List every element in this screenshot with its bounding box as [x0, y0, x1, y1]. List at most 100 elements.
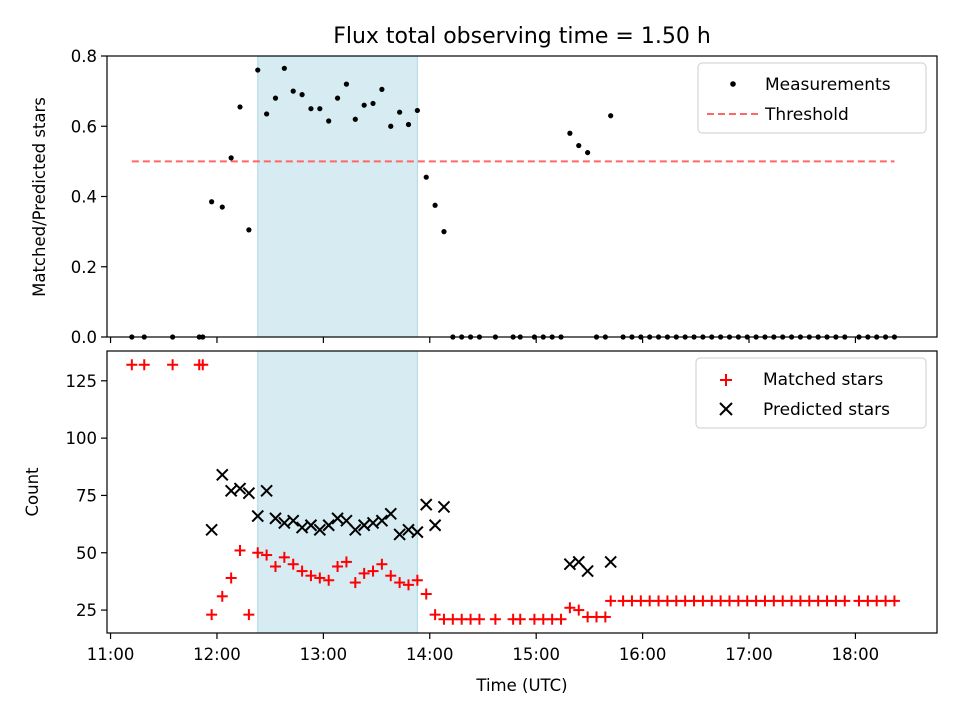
- measurement-point: [228, 155, 234, 161]
- measurement-point: [370, 100, 376, 107]
- measurement-point: [343, 81, 350, 87]
- matched-star-point: [385, 570, 397, 582]
- matched-star-point: [429, 609, 441, 621]
- measurement-point: [264, 111, 270, 117]
- predicted-star-point: [304, 519, 318, 532]
- matched-star-point: [278, 551, 290, 563]
- measurement-point: [317, 106, 323, 112]
- matched-star-point: [323, 574, 335, 586]
- matched-star-point: [839, 595, 851, 607]
- measurement-point: [246, 227, 252, 233]
- predicted-star-point: [402, 523, 415, 537]
- x-tick-label: 12:00: [193, 645, 241, 664]
- x-tick-label: 15:00: [512, 645, 560, 664]
- measurement-point: [334, 95, 341, 101]
- x-tick-label: 18:00: [832, 645, 880, 664]
- predicted-star-point: [278, 516, 291, 530]
- matched-star-point: [564, 602, 576, 614]
- predicted-star-point: [205, 523, 218, 537]
- measurement-point: [414, 107, 420, 114]
- matched-star-point: [332, 561, 344, 573]
- predicted-star-point: [420, 498, 433, 511]
- predicted-star-point: [287, 514, 300, 527]
- top-y-tick-label: 0.8: [71, 47, 97, 66]
- measurement-point: [281, 65, 287, 71]
- matched-star-point: [138, 359, 150, 371]
- matched-star-point: [314, 572, 326, 584]
- measurement-point: [388, 123, 394, 129]
- predicted-star-point: [366, 516, 380, 530]
- measurement-point: [219, 204, 225, 210]
- measurement-point: [237, 104, 243, 110]
- predicted-star-point: [604, 555, 617, 569]
- measurement-point: [326, 118, 332, 124]
- predicted-star-point: [242, 486, 256, 500]
- bottom-y-axis-label: Count: [23, 467, 42, 517]
- matched-star-point: [411, 574, 423, 586]
- measurement-point: [272, 95, 279, 101]
- bottom-legend-box: [695, 357, 927, 429]
- measurement-point: [585, 149, 591, 156]
- matched-star-point: [573, 604, 585, 616]
- legend-measurements-label: Measurements: [765, 75, 891, 95]
- bottom-observing-span: [257, 350, 418, 634]
- x-tick-label: 17:00: [725, 645, 773, 664]
- matched-star-point: [340, 556, 352, 568]
- predicted-star-point: [349, 523, 362, 537]
- measurement-point: [397, 109, 403, 115]
- predicted-star-point: [295, 521, 309, 534]
- measurement-point: [352, 116, 358, 122]
- matched-star-point: [394, 577, 406, 589]
- measurement-point: [361, 102, 367, 108]
- matched-star-point: [216, 590, 228, 602]
- matched-star-point: [605, 595, 617, 607]
- measurement-point: [379, 86, 385, 92]
- matched-star-point: [555, 613, 567, 625]
- measurement-point: [423, 174, 429, 180]
- matched-star-point: [126, 359, 138, 371]
- matched-star-point: [888, 595, 900, 607]
- measurement-point: [290, 88, 296, 94]
- bottom-axes-frame: [106, 350, 938, 634]
- predicted-star-point: [260, 484, 273, 498]
- x-tick-label: 16:00: [619, 645, 667, 664]
- chart-title: Flux total observing time = 1.50 h: [333, 24, 711, 49]
- bottom-legend: Matched stars Predicted stars: [695, 357, 927, 429]
- predicted-star-point: [251, 509, 264, 523]
- matched-star-point: [243, 609, 255, 621]
- x-tick-label: 13:00: [300, 645, 348, 664]
- top-panel: 0.00.20.40.60.8 Matched/Predicted stars …: [30, 47, 938, 347]
- top-y-axis-label: Matched/Predicted stars: [30, 97, 49, 297]
- measurement-point: [209, 199, 215, 205]
- predicted-star-point: [313, 523, 327, 537]
- legend-threshold-label: Threshold: [764, 105, 849, 125]
- measurement-point: [308, 106, 314, 112]
- x-tick-label: 14:00: [406, 645, 454, 664]
- matched-star-point: [305, 570, 317, 582]
- top-y-tick-label: 0.6: [71, 117, 97, 136]
- measurement-point: [441, 229, 447, 235]
- matched-star-point: [206, 609, 218, 621]
- matched-star-point: [473, 613, 485, 625]
- predicted-star-point: [224, 484, 238, 498]
- bottom-y-tick-label: 50: [76, 544, 97, 563]
- measurement-point: [255, 67, 261, 73]
- matched-star-point: [234, 544, 246, 556]
- x-tick-label: 11:00: [87, 645, 135, 664]
- bottom-y-tick-label: 100: [66, 429, 98, 448]
- measurement-point: [299, 92, 305, 98]
- matched-star-point: [287, 558, 299, 570]
- matched-star-point: [514, 613, 526, 625]
- matched-star-point: [599, 611, 611, 623]
- top-legend-box: [697, 62, 927, 134]
- legend-predicted-label: Predicted stars: [763, 400, 890, 420]
- measurement-point: [405, 121, 412, 128]
- legend-measurements-marker: [730, 81, 736, 87]
- measurement-point: [608, 113, 614, 119]
- top-legend: Measurements Threshold: [697, 62, 927, 134]
- predicted-star-point: [357, 519, 371, 532]
- predicted-star-point: [216, 468, 229, 482]
- bottom-y-tick-label: 25: [76, 601, 97, 620]
- predicted-star-point: [322, 519, 335, 532]
